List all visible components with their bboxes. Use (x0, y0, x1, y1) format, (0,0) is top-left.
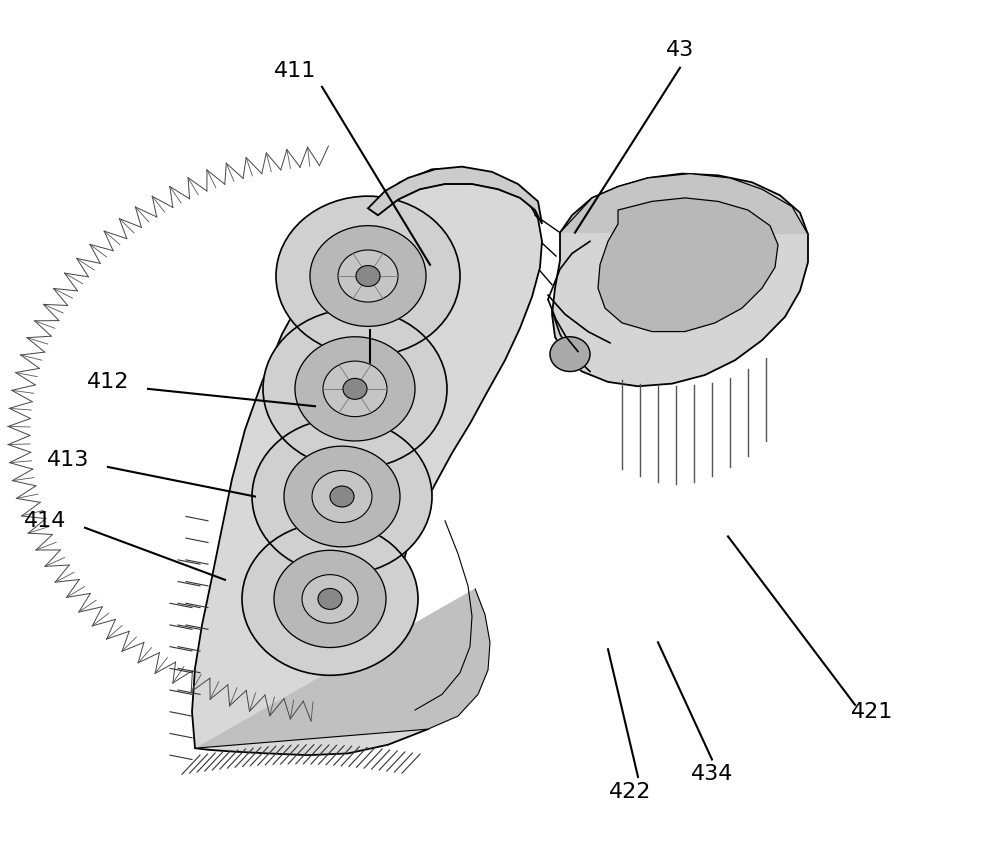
Circle shape (323, 361, 387, 417)
PathPatch shape (598, 198, 778, 332)
Circle shape (302, 575, 358, 623)
PathPatch shape (368, 167, 542, 224)
Circle shape (312, 470, 372, 523)
Circle shape (550, 337, 590, 372)
Circle shape (276, 196, 460, 356)
PathPatch shape (195, 589, 490, 748)
Text: 421: 421 (851, 701, 893, 722)
Text: 414: 414 (24, 510, 66, 531)
Circle shape (343, 378, 367, 399)
Circle shape (356, 266, 380, 286)
Circle shape (263, 309, 447, 469)
Text: 411: 411 (274, 61, 316, 82)
Text: 434: 434 (691, 764, 733, 785)
Circle shape (274, 550, 386, 648)
Text: 413: 413 (47, 450, 89, 470)
Circle shape (318, 589, 342, 609)
Text: 43: 43 (666, 40, 694, 61)
Circle shape (284, 446, 400, 547)
Circle shape (295, 337, 415, 441)
Circle shape (330, 486, 354, 507)
Circle shape (252, 418, 432, 575)
Circle shape (338, 250, 398, 302)
PathPatch shape (560, 174, 808, 234)
Text: 422: 422 (609, 781, 651, 802)
Circle shape (310, 226, 426, 326)
Text: 412: 412 (87, 372, 129, 392)
PathPatch shape (192, 169, 542, 755)
PathPatch shape (552, 174, 808, 386)
Circle shape (242, 523, 418, 675)
